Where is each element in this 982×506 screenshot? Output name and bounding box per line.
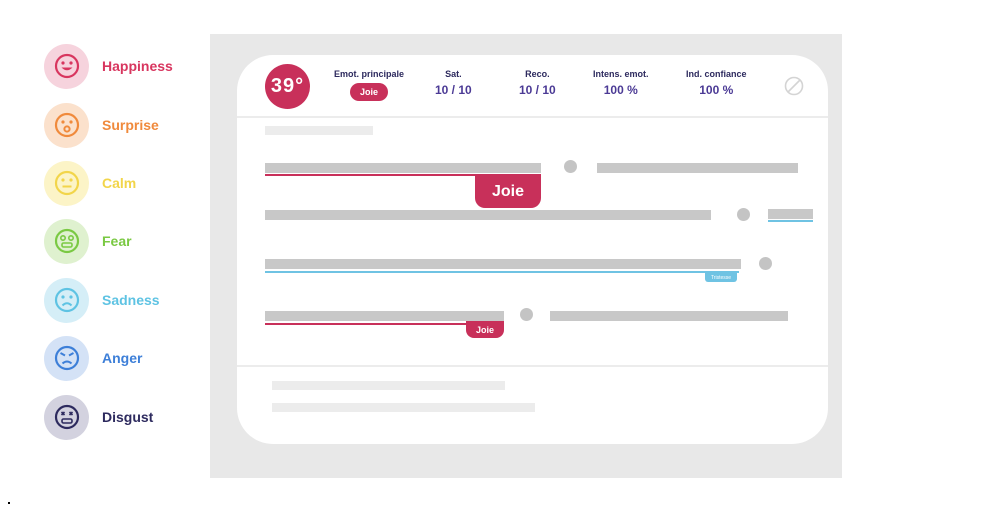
- legend-item-calm: Calm: [44, 160, 136, 206]
- transcript-line-placeholder: [265, 311, 504, 321]
- header-divider: [237, 116, 828, 118]
- metric-recommendation: Reco. 10 / 10: [519, 69, 556, 97]
- main-emotion-badge: Joie: [350, 83, 389, 101]
- ban-icon[interactable]: [783, 75, 805, 97]
- stray-dot: [8, 502, 10, 504]
- transcript-line-placeholder: [265, 259, 741, 269]
- joy-tag-small: Joie: [466, 321, 504, 338]
- transcript-line-placeholder: [550, 311, 788, 321]
- transcript-line-placeholder: [265, 163, 541, 173]
- score-badge: 39°: [265, 64, 310, 109]
- metric-label: Sat.: [445, 69, 462, 79]
- transcript-line-placeholder: [597, 163, 798, 173]
- separator-dot: [520, 308, 533, 321]
- legend-label-anger: Anger: [102, 350, 143, 366]
- sadness-underline: [768, 220, 813, 222]
- separator-dot: [759, 257, 772, 270]
- sadness-underline: [265, 271, 739, 273]
- footer-divider: [237, 365, 828, 367]
- sadness-tag-small: Tristesse: [705, 273, 737, 282]
- metric-label: Reco.: [525, 69, 550, 79]
- transcript-line-placeholder: [265, 210, 711, 220]
- sad-face-icon: [44, 277, 89, 323]
- joy-tag-large: Joie: [475, 176, 541, 208]
- legend-item-fear: Fear: [44, 218, 132, 264]
- footer-line-placeholder: [272, 403, 535, 412]
- legend-item-disgust: Disgust: [44, 394, 153, 440]
- disgusted-face-icon: [44, 394, 89, 440]
- footer-line-placeholder: [272, 381, 505, 390]
- legend-label-sadness: Sadness: [102, 292, 160, 308]
- metric-value: 100 %: [603, 83, 638, 97]
- separator-dot: [564, 160, 577, 173]
- legend-item-surprise: Surprise: [44, 102, 159, 148]
- metric-label: Intens. emot.: [593, 69, 649, 79]
- neutral-face-icon: [44, 160, 89, 206]
- metric-satisfaction: Sat. 10 / 10: [435, 69, 472, 97]
- legend-label-happiness: Happiness: [102, 58, 173, 74]
- legend-item-anger: Anger: [44, 335, 142, 381]
- happy-face-icon: [44, 43, 89, 89]
- metric-value: 10 / 10: [519, 83, 556, 97]
- joy-underline: [265, 323, 504, 325]
- metric-main-emotion: Emot. principale Joie: [334, 69, 404, 101]
- legend-label-surprise: Surprise: [102, 117, 159, 133]
- angry-face-icon: [44, 335, 89, 381]
- legend-item-sadness: Sadness: [44, 277, 160, 323]
- surprised-face-icon: [44, 102, 89, 148]
- separator-dot: [737, 208, 750, 221]
- fearful-face-icon: [44, 218, 89, 264]
- metric-value: 10 / 10: [435, 83, 472, 97]
- legend-label-calm: Calm: [102, 175, 137, 191]
- transcript-heading-placeholder: [265, 126, 373, 135]
- legend-label-disgust: Disgust: [102, 409, 154, 425]
- analysis-card: 39° Emot. principale Joie Sat. 10 / 10 R…: [237, 55, 828, 444]
- legend-label-fear: Fear: [102, 233, 132, 249]
- legend-item-happiness: Happiness: [44, 43, 173, 89]
- metric-emotional-intensity: Intens. emot. 100 %: [593, 69, 649, 97]
- metric-label: Emot. principale: [334, 69, 405, 79]
- metric-confidence-index: Ind. confiance 100 %: [686, 69, 747, 97]
- metric-label: Ind. confiance: [686, 69, 747, 79]
- transcript-line-placeholder: [768, 209, 813, 219]
- joy-underline: [265, 174, 541, 176]
- metric-value: 100 %: [699, 83, 734, 97]
